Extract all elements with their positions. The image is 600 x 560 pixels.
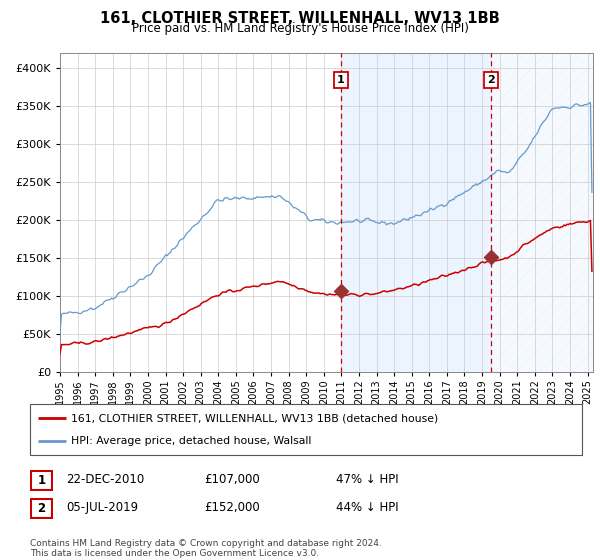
Text: 1: 1	[37, 474, 46, 487]
Text: £107,000: £107,000	[204, 473, 260, 487]
Bar	[341, 53, 491, 372]
Text: 44% ↓ HPI: 44% ↓ HPI	[336, 501, 398, 515]
Text: £152,000: £152,000	[204, 501, 260, 515]
Text: HPI: Average price, detached house, Walsall: HPI: Average price, detached house, Wals…	[71, 436, 312, 446]
Text: 22-DEC-2010: 22-DEC-2010	[66, 473, 144, 487]
Text: 161, CLOTHIER STREET, WILLENHALL, WV13 1BB: 161, CLOTHIER STREET, WILLENHALL, WV13 1…	[100, 11, 500, 26]
Bar	[491, 53, 598, 372]
Text: 1: 1	[337, 76, 344, 85]
Text: 47% ↓ HPI: 47% ↓ HPI	[336, 473, 398, 487]
Text: 161, CLOTHIER STREET, WILLENHALL, WV13 1BB (detached house): 161, CLOTHIER STREET, WILLENHALL, WV13 1…	[71, 413, 439, 423]
Text: Contains HM Land Registry data © Crown copyright and database right 2024.
This d: Contains HM Land Registry data © Crown c…	[30, 539, 382, 558]
Text: Price paid vs. HM Land Registry's House Price Index (HPI): Price paid vs. HM Land Registry's House …	[131, 22, 469, 35]
Text: 05-JUL-2019: 05-JUL-2019	[66, 501, 138, 515]
Text: 2: 2	[487, 76, 494, 85]
Text: 2: 2	[37, 502, 46, 515]
